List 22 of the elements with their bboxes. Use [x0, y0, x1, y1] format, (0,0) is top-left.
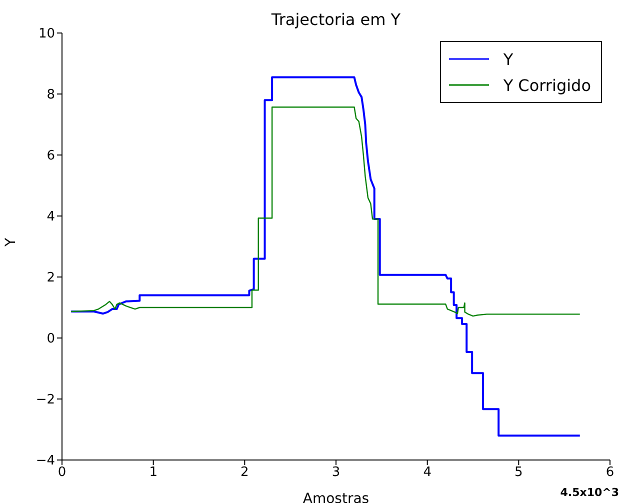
y-tick-label: −2	[36, 392, 55, 408]
line-series	[70, 106, 580, 317]
x-tick-label: 2	[240, 465, 249, 480]
x-tick-label: 5	[514, 465, 523, 480]
x-tick-label: 0	[58, 465, 66, 480]
y-tick-label: 10	[38, 26, 55, 42]
x-tick-label: 4	[423, 465, 432, 480]
x-tick-label: 6	[606, 465, 614, 480]
x-axis-title: Amostras	[302, 491, 370, 503]
y-tick-label: 2	[46, 270, 55, 286]
text: 4.5x10^3	[560, 486, 619, 499]
legend-label: Y Corrigido	[503, 76, 591, 94]
legend-label: Y	[503, 50, 514, 68]
x-tick-label: 1	[149, 465, 158, 480]
chart-title: Trajectoria em Y	[270, 10, 402, 29]
x-tick-label: 3	[332, 465, 340, 480]
y-tick-label: −4	[36, 454, 55, 469]
y-tick-label: 0	[46, 332, 55, 347]
y-tick-label: 8	[46, 88, 55, 103]
y-tick-label: 6	[46, 148, 55, 164]
y-tick-label: 4	[46, 210, 55, 225]
y-axis-title: Y	[2, 238, 19, 248]
